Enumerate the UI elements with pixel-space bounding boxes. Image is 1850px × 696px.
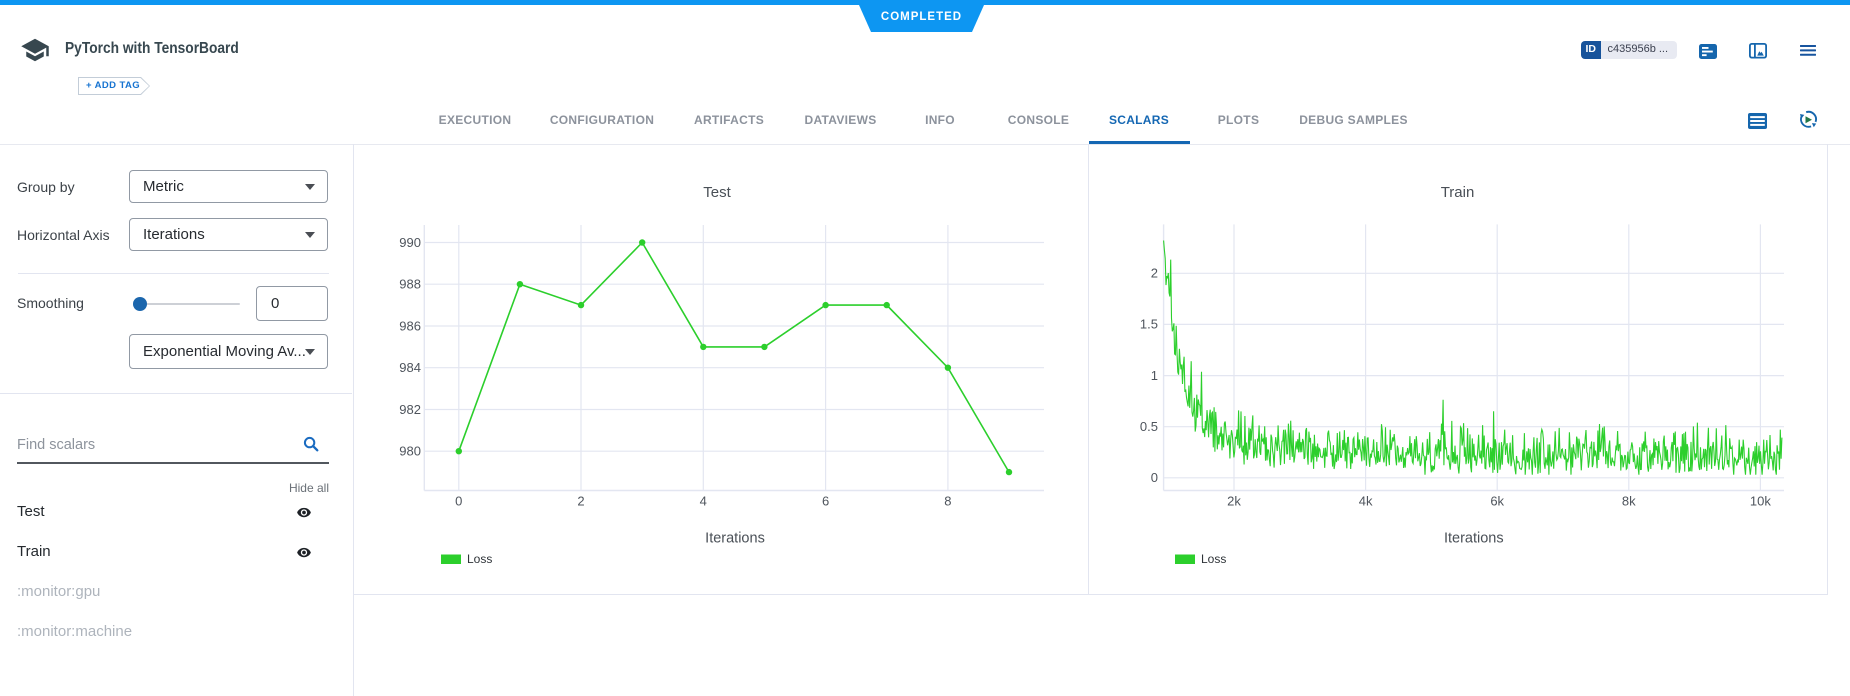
svg-text:984: 984 — [399, 360, 421, 375]
svg-text:988: 988 — [399, 277, 421, 292]
svg-text:4: 4 — [700, 494, 707, 509]
svg-text:Iterations: Iterations — [1444, 531, 1504, 547]
svg-text:Loss: Loss — [1201, 552, 1226, 566]
svg-text:0: 0 — [1151, 470, 1158, 485]
svg-text:0.5: 0.5 — [1140, 419, 1158, 434]
svg-text:2: 2 — [577, 494, 584, 509]
svg-text:Train: Train — [1441, 184, 1475, 201]
svg-text:980: 980 — [399, 444, 421, 459]
svg-text:8k: 8k — [1622, 494, 1636, 509]
svg-text:1: 1 — [1151, 368, 1158, 383]
svg-text:6k: 6k — [1490, 494, 1504, 509]
svg-text:1.5: 1.5 — [1140, 317, 1158, 332]
svg-text:2: 2 — [1151, 266, 1158, 281]
svg-text:982: 982 — [399, 402, 421, 417]
svg-text:986: 986 — [399, 318, 421, 333]
svg-text:10k: 10k — [1750, 494, 1771, 509]
svg-text:0: 0 — [455, 494, 462, 509]
svg-text:Loss: Loss — [467, 552, 492, 566]
svg-text:Test: Test — [703, 184, 731, 201]
svg-text:8: 8 — [944, 494, 951, 509]
svg-text:Iterations: Iterations — [705, 531, 765, 547]
svg-text:6: 6 — [822, 494, 829, 509]
svg-text:2k: 2k — [1227, 494, 1241, 509]
svg-text:990: 990 — [399, 235, 421, 250]
svg-text:4k: 4k — [1359, 494, 1373, 509]
